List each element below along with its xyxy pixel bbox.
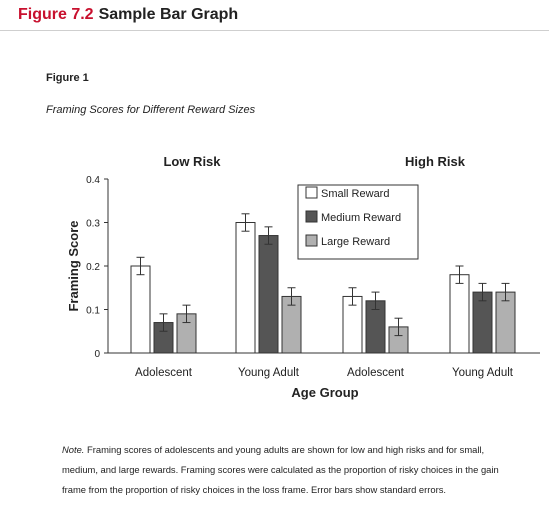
x-tick-label: Young Adult bbox=[238, 367, 300, 379]
x-tick-label: Young Adult bbox=[452, 367, 514, 379]
group-label: Low Risk bbox=[163, 154, 221, 169]
group-label: High Risk bbox=[405, 154, 466, 169]
legend-swatch bbox=[305, 186, 318, 199]
legend-swatch bbox=[305, 210, 318, 223]
legend-swatch bbox=[305, 234, 318, 247]
y-tick-label: 0.3 bbox=[86, 219, 100, 230]
legend-entry: Small Reward bbox=[321, 188, 389, 200]
figure-caption: Framing Scores for Different Reward Size… bbox=[46, 104, 256, 116]
page-header: Figure 7.2 Sample Bar Graph bbox=[18, 6, 238, 24]
header-divider bbox=[0, 30, 549, 31]
bar bbox=[258, 235, 279, 354]
x-tick-label: Adolescent bbox=[347, 367, 405, 379]
y-tick-label: 0 bbox=[94, 349, 100, 360]
figure-label: Figure 1 bbox=[46, 72, 89, 84]
y-tick-label: 0.2 bbox=[86, 262, 100, 273]
figure-note: Note. Framing scores of adolescents and … bbox=[62, 440, 522, 500]
bar bbox=[449, 274, 470, 354]
legend-entry: Medium Reward bbox=[321, 212, 401, 224]
y-tick-label: 0.4 bbox=[86, 175, 100, 186]
x-tick-label: Adolescent bbox=[135, 367, 193, 379]
figure-number: Figure 7.2 bbox=[18, 6, 94, 23]
note-label: Note. bbox=[62, 444, 85, 455]
y-tick-label: 0.1 bbox=[86, 306, 100, 317]
y-axis-label: Framing Score bbox=[66, 220, 81, 311]
bar bbox=[130, 265, 151, 354]
x-axis-label: Age Group bbox=[291, 385, 358, 400]
note-text: Framing scores of adolescents and young … bbox=[62, 444, 499, 495]
header-title: Sample Bar Graph bbox=[98, 6, 239, 23]
bar bbox=[235, 222, 256, 354]
legend-box bbox=[297, 184, 419, 260]
legend-entry: Large Reward bbox=[321, 236, 390, 248]
